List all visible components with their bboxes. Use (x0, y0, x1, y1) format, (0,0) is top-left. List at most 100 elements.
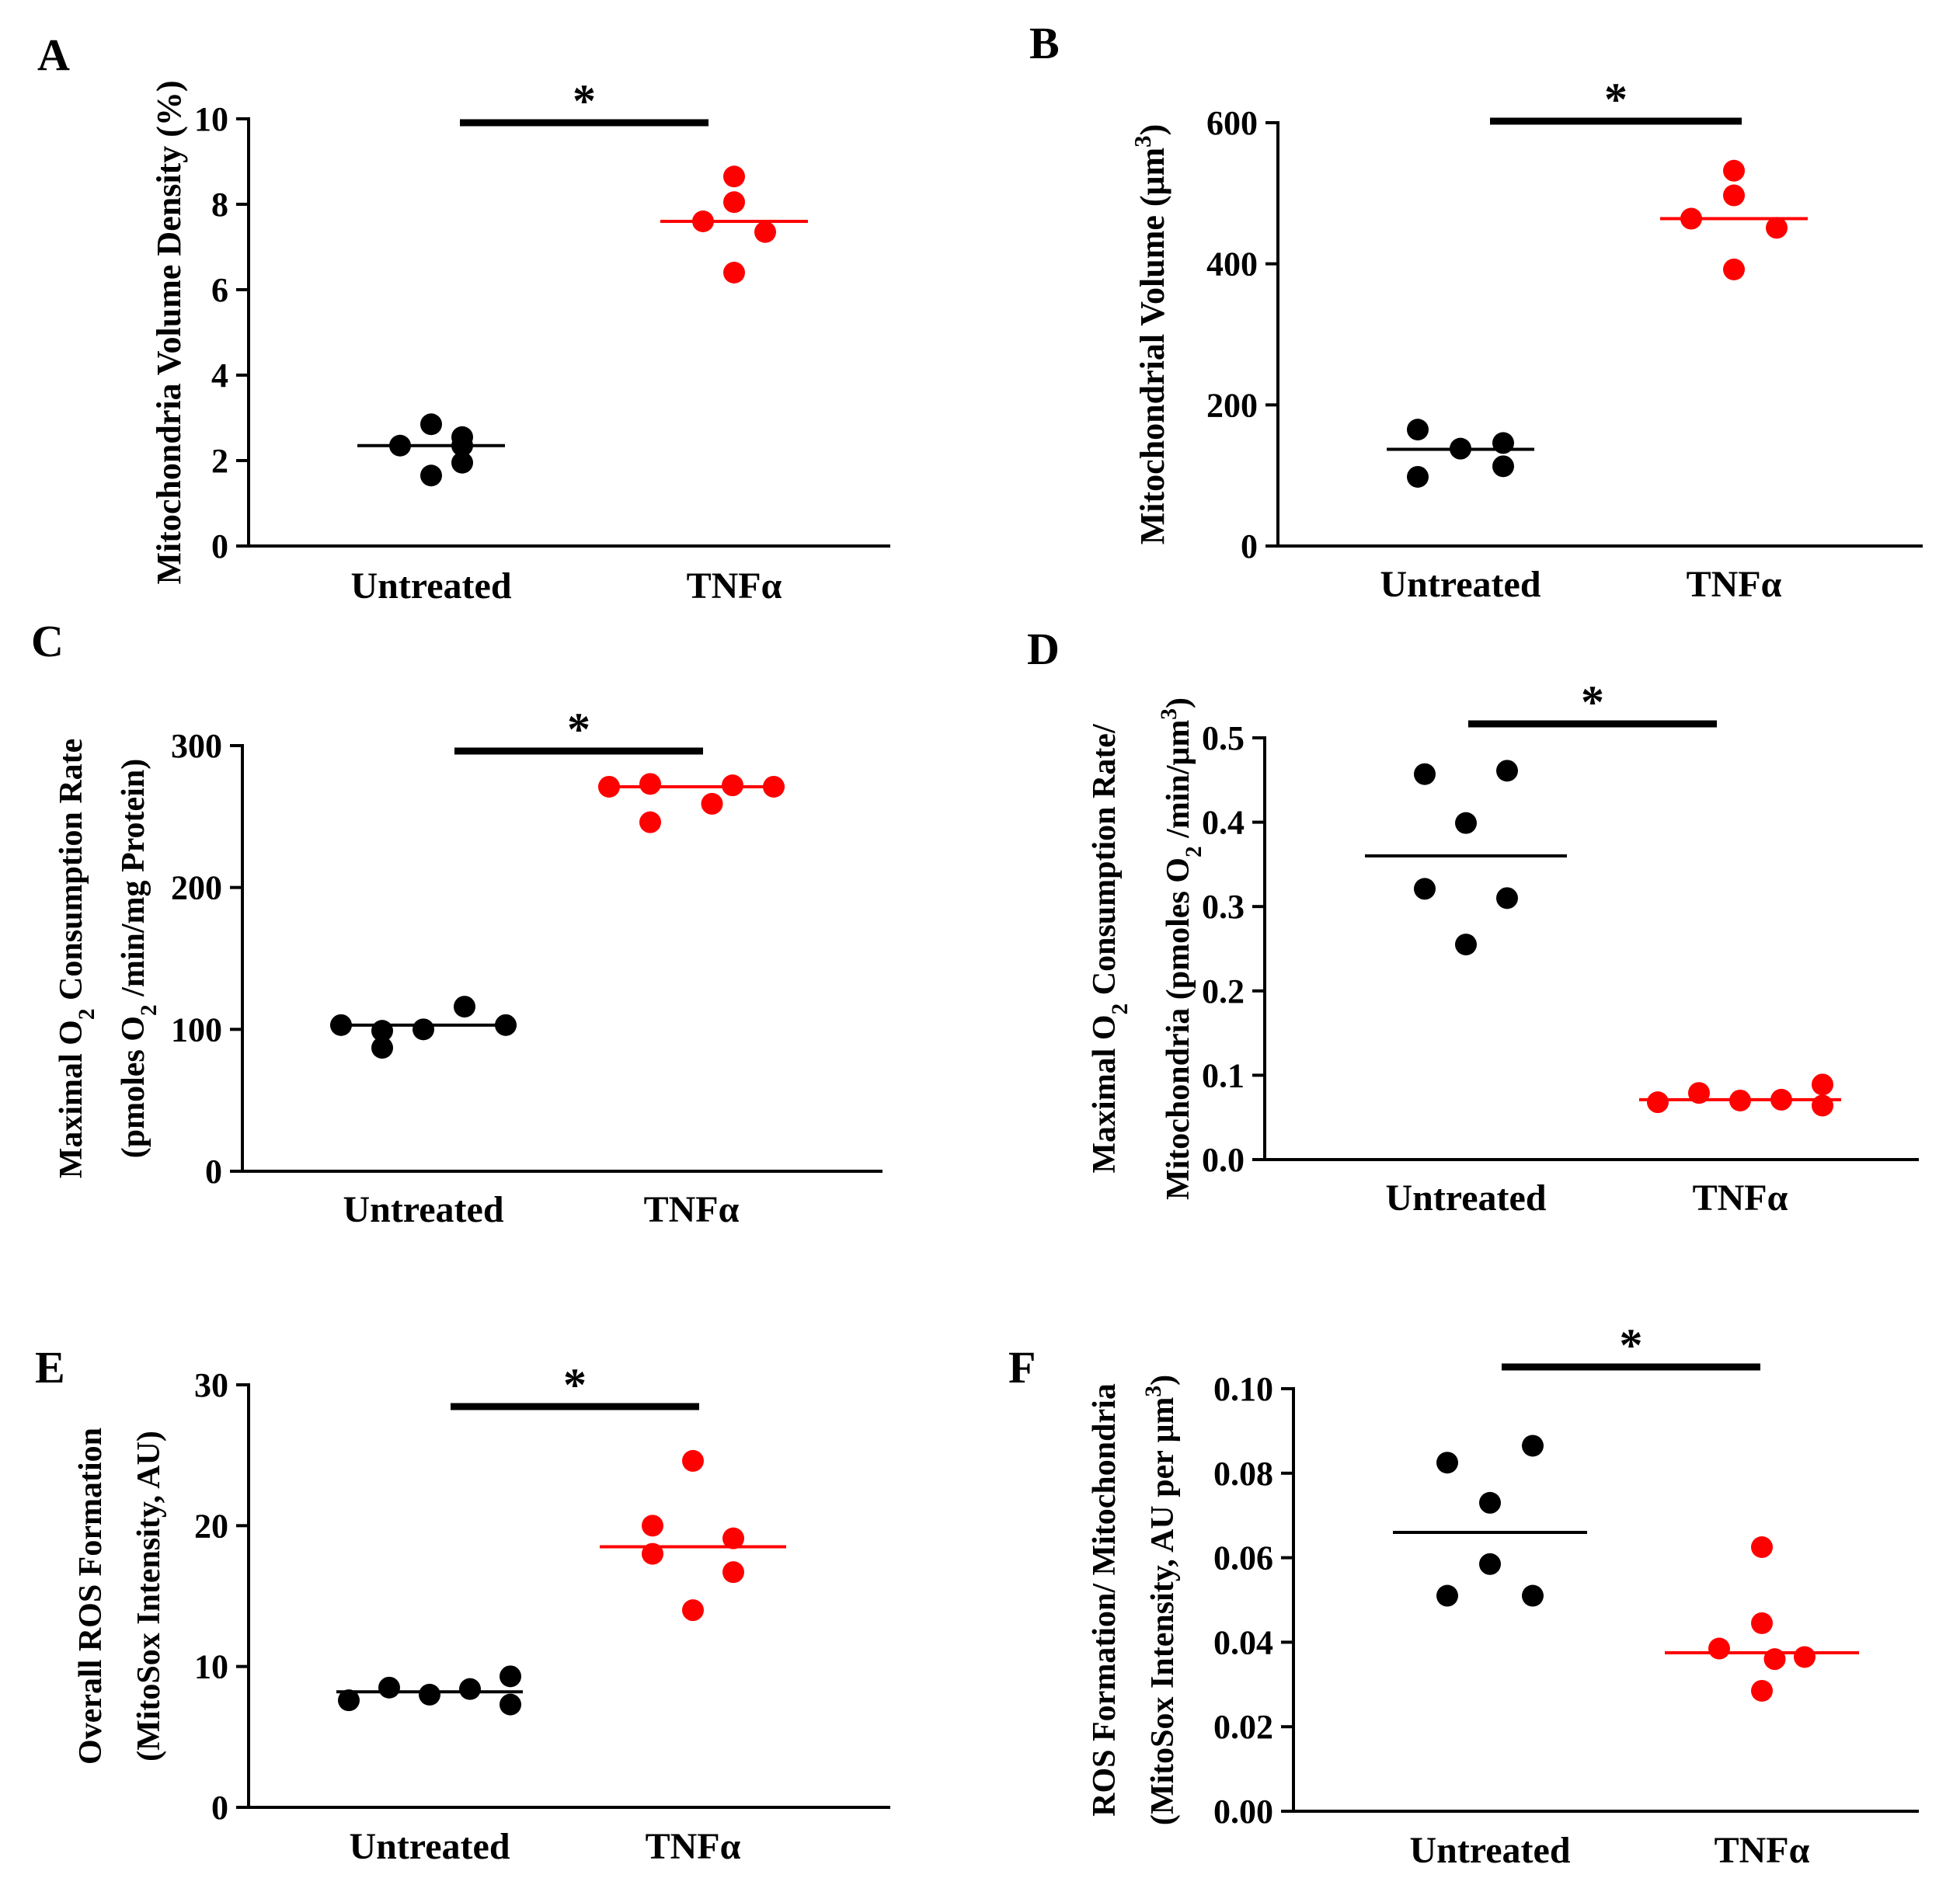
y-axis-label: (pmoles O2 /min/mg Protein) (116, 759, 162, 1158)
data-point (451, 426, 473, 448)
significance-marker: * (573, 75, 596, 127)
data-point (682, 1599, 704, 1622)
significance-marker: * (1604, 74, 1628, 125)
data-point (701, 792, 723, 815)
y-tick-label: 0.1 (1202, 1056, 1245, 1094)
data-point (1522, 1435, 1544, 1457)
data-point (754, 221, 776, 243)
y-tick-label: 0.06 (1213, 1539, 1273, 1577)
y-tick-label: 0 (205, 1153, 222, 1191)
data-point (1751, 1612, 1773, 1634)
significance-marker: * (1620, 1320, 1643, 1371)
data-point (682, 1449, 704, 1472)
data-point (1708, 1637, 1730, 1660)
x-tick-label: Untreated (343, 1189, 503, 1230)
y-tick-label: 200 (1206, 386, 1258, 424)
data-point (451, 451, 473, 474)
data-point (639, 773, 661, 795)
y-tick-label: 0.10 (1213, 1370, 1273, 1408)
y-tick-label: 0.5 (1202, 719, 1245, 757)
panel-F: F 0.00 0.02 0.04 0.06 0.08 0.10 ROS Formation/ … (1008, 1320, 1919, 1871)
data-point (454, 996, 475, 1018)
x-tick-label: TNFα (1693, 1177, 1788, 1219)
panel-label: B (1029, 18, 1060, 68)
y-tick-label: 4 (211, 356, 228, 395)
data-point (500, 1665, 521, 1688)
data-point (1729, 1089, 1751, 1111)
y-tick-label: 0 (1241, 527, 1258, 565)
data-point (420, 464, 442, 487)
data-point (1492, 455, 1514, 478)
data-point (1723, 159, 1745, 182)
x-tick-label: Untreated (1409, 1830, 1570, 1871)
y-axis-label: Mitochondria Volume Density (%) (150, 81, 188, 585)
data-point (1680, 207, 1702, 230)
data-point (723, 191, 745, 214)
panel-label: A (37, 30, 70, 80)
data-point (1479, 1553, 1501, 1575)
data-point (642, 1515, 663, 1537)
data-point (389, 434, 411, 457)
data-point (1723, 258, 1745, 280)
x-tick-label: TNFα (644, 1189, 740, 1230)
data-point (413, 1018, 434, 1041)
y-tick-label: 20 (194, 1507, 228, 1545)
panel-C: C 0 100 200 300 Maximal O2 Consumption Rate (p… (31, 616, 883, 1230)
data-point (459, 1678, 481, 1700)
data-point (1492, 432, 1514, 454)
y-axis-label: Overall ROS Formation (73, 1428, 109, 1765)
data-point (722, 1527, 744, 1549)
y-tick-label: 0 (211, 527, 228, 565)
data-point (1496, 760, 1518, 782)
data-point (639, 811, 661, 833)
y-axis-label: (MitoSox Intensity, AU) (131, 1431, 167, 1762)
data-point (1812, 1073, 1833, 1096)
panel-label: D (1027, 624, 1060, 674)
x-tick-label: TNFα (687, 565, 782, 607)
y-tick-label: 30 (194, 1366, 228, 1404)
panel-label: E (35, 1342, 65, 1393)
y-axis-label: ROS Formation/ Mitochondria (1087, 1383, 1123, 1817)
y-tick-label: 0.00 (1213, 1793, 1273, 1831)
data-point (1414, 878, 1436, 900)
y-tick-label: 0.2 (1202, 972, 1245, 1010)
data-point (500, 1693, 521, 1716)
panel-D: D 0.0 0.1 0.2 0.3 0.4 0.5 Maximal O2 Consumptio… (1027, 624, 1919, 1219)
y-tick-label: 0.4 (1202, 804, 1245, 842)
y-tick-label: 0.04 (1213, 1623, 1273, 1661)
y-tick-label: 0.08 (1213, 1455, 1273, 1493)
data-point (692, 210, 714, 232)
data-point (371, 1037, 393, 1059)
y-tick-label: 400 (1206, 245, 1258, 283)
x-tick-label: Untreated (350, 565, 511, 607)
y-tick-label: 2 (211, 442, 228, 480)
data-point (1751, 1536, 1773, 1558)
y-axis-label: Mitochondrial Volume (μm3) (1130, 124, 1171, 544)
data-point (1436, 1584, 1458, 1607)
y-axis-label: Maximal O2 Consumption Rate/ (1087, 723, 1133, 1174)
panel-label: C (31, 616, 64, 666)
data-point (642, 1542, 663, 1565)
x-tick-label: Untreated (1380, 564, 1540, 605)
data-point (1766, 217, 1788, 239)
data-point (1436, 1452, 1458, 1474)
data-point (1522, 1584, 1544, 1607)
y-tick-label: 300 (171, 727, 222, 765)
data-point (1414, 763, 1436, 785)
data-point (722, 1561, 744, 1584)
data-point (419, 1683, 440, 1706)
y-axis-label: Maximal O2 Consumption Rate (54, 739, 99, 1179)
data-point (1455, 812, 1477, 834)
data-point (338, 1689, 360, 1712)
data-point (723, 262, 745, 283)
data-point (1450, 437, 1471, 460)
y-tick-label: 0.3 (1202, 888, 1245, 926)
data-point (495, 1014, 517, 1036)
data-point (1496, 887, 1518, 909)
y-axis-label: (MitoSox Intensity, AU per μm3) (1141, 1375, 1181, 1825)
x-tick-label: TNFα (646, 1826, 741, 1867)
data-point (1751, 1679, 1773, 1702)
y-tick-label: 0.0 (1202, 1141, 1245, 1179)
